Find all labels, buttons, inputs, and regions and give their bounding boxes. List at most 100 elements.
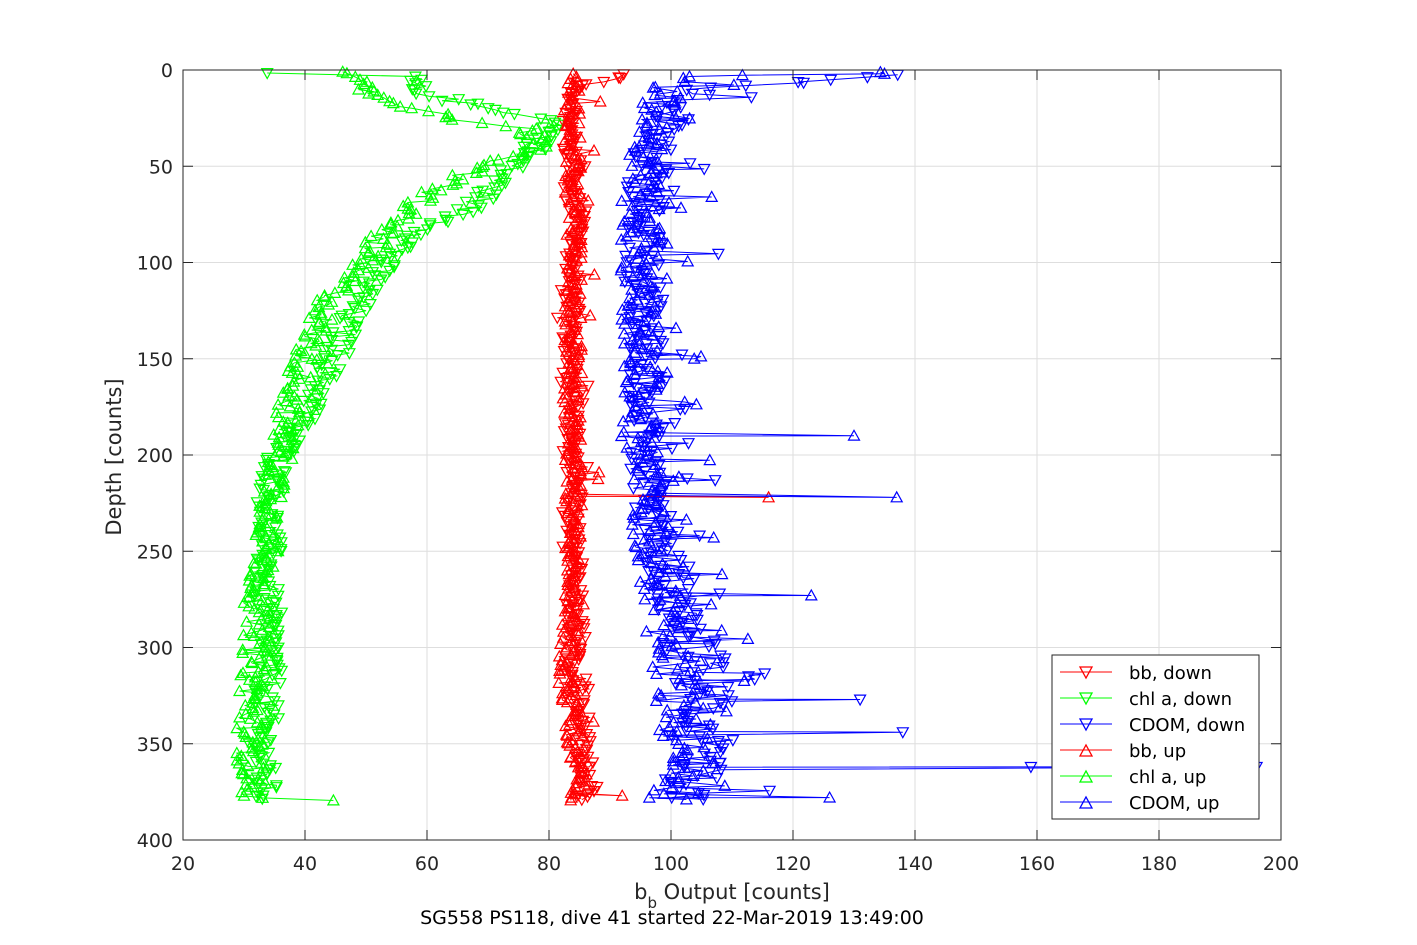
data-point <box>248 670 262 683</box>
data-point <box>566 362 580 374</box>
data-point <box>651 593 665 606</box>
data-point <box>647 603 661 616</box>
data-point <box>657 618 671 631</box>
legend-entry-chl-a-up: chl a, up <box>1060 767 1206 788</box>
data-point <box>655 477 669 490</box>
data-point <box>649 496 663 509</box>
data-point <box>261 563 275 576</box>
data-point <box>236 666 250 678</box>
data-point <box>645 267 659 279</box>
data-point <box>286 379 300 391</box>
data-point <box>248 689 262 701</box>
data-point <box>638 532 652 545</box>
data-point <box>572 716 586 729</box>
data-point <box>529 122 543 134</box>
data-point <box>663 628 677 641</box>
data-point <box>270 652 284 665</box>
data-point <box>642 288 656 300</box>
x-axis-label: bb Output [counts] <box>634 880 830 912</box>
data-point <box>569 780 583 793</box>
data-point <box>657 787 671 799</box>
data-point <box>558 333 572 346</box>
data-point <box>623 343 637 355</box>
data-point <box>439 214 453 227</box>
data-point <box>315 359 329 372</box>
data-point <box>634 168 648 181</box>
data-point <box>261 455 275 468</box>
data-point <box>353 73 367 85</box>
data-point <box>251 732 265 745</box>
data-point <box>342 309 356 321</box>
data-point <box>386 96 400 109</box>
data-point <box>552 649 566 662</box>
data-point <box>313 367 327 380</box>
data-point <box>234 668 248 681</box>
data-point <box>561 302 575 315</box>
data-point <box>302 311 316 323</box>
x-axis-ticks: 20 40 60 80 100 120 140 160 180 200 <box>171 70 1299 875</box>
data-point <box>703 751 718 764</box>
data-point <box>319 323 333 336</box>
data-point <box>680 473 694 486</box>
data-point <box>652 202 666 215</box>
data-point <box>269 782 283 794</box>
data-point <box>559 719 573 732</box>
data-point <box>578 681 592 694</box>
data-point <box>676 559 690 572</box>
legend-label-chl-a-up: chl a, up <box>1129 767 1206 788</box>
legend-label-cdom-up: CDOM, up <box>1129 793 1219 814</box>
data-point <box>235 766 249 779</box>
data-point <box>271 533 285 545</box>
data-point <box>269 644 283 657</box>
data-point <box>652 459 666 472</box>
data-point <box>257 662 271 675</box>
data-point <box>289 342 303 355</box>
data-point <box>325 355 339 368</box>
legend-label-cdom-down: CDOM, down <box>1129 715 1245 736</box>
data-point <box>258 468 272 480</box>
data-point <box>564 793 578 806</box>
data-point <box>627 391 641 404</box>
data-point <box>250 703 264 716</box>
data-point <box>650 347 664 360</box>
data-point <box>269 633 283 646</box>
data-point <box>567 679 581 692</box>
data-point <box>643 524 657 537</box>
data-point <box>744 92 758 104</box>
data-point <box>414 185 429 198</box>
legend-marker-chl-a-down <box>1078 692 1094 706</box>
data-point <box>637 582 651 594</box>
data-point <box>657 504 671 517</box>
data-point <box>672 672 686 685</box>
data-point <box>553 637 568 649</box>
data-point <box>563 165 577 177</box>
data-point <box>615 194 629 206</box>
data-point <box>660 236 674 249</box>
data-point <box>266 559 280 572</box>
data-point <box>245 780 259 792</box>
data-point <box>680 726 694 739</box>
data-point <box>642 127 656 140</box>
data-point <box>573 410 587 423</box>
data-point <box>631 219 645 232</box>
data-point <box>677 698 691 711</box>
data-point <box>269 509 283 522</box>
data-point <box>623 148 637 160</box>
data-point <box>625 159 639 171</box>
data-point <box>624 255 638 268</box>
data-point <box>287 356 301 368</box>
data-point <box>272 422 286 435</box>
data-point <box>688 696 702 708</box>
data-point <box>669 321 683 334</box>
data-point <box>569 532 583 545</box>
data-point <box>703 684 717 697</box>
data-point <box>255 471 269 483</box>
data-point <box>403 75 417 88</box>
data-point <box>312 316 326 329</box>
data-point <box>572 83 586 96</box>
data-point <box>232 684 247 697</box>
data-point <box>244 567 258 580</box>
data-point <box>631 431 645 444</box>
data-point <box>366 288 380 301</box>
data-point <box>270 656 284 668</box>
